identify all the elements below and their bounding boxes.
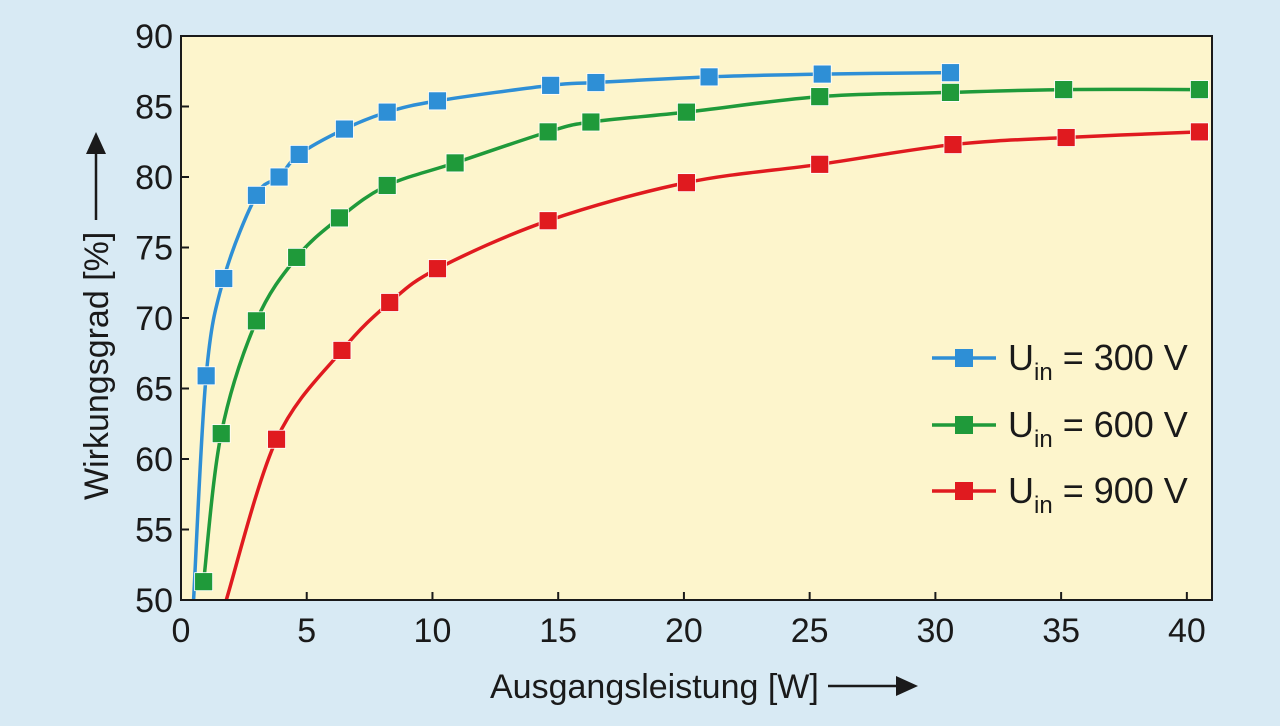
data-point (211, 424, 231, 444)
data-point (538, 211, 558, 231)
legend-marker (955, 349, 973, 367)
data-point (214, 269, 234, 288)
data-point (541, 75, 561, 95)
legend-item-0: Uin = 300 V (932, 337, 1188, 386)
series-0 (191, 63, 960, 601)
data-point (247, 185, 266, 205)
data-point (330, 208, 349, 228)
data-point (269, 167, 289, 187)
x-axis-title: Ausgangsleistung [W] (490, 668, 819, 706)
y-axis-arrow (86, 132, 106, 220)
data-point (380, 293, 400, 312)
data-point (335, 119, 354, 139)
x-tick-label: 5 (297, 612, 316, 650)
data-point (377, 176, 397, 195)
data-point (586, 73, 606, 92)
legend-item-1: Uin = 600 V (932, 404, 1188, 453)
data-point (812, 64, 832, 84)
data-point (1190, 122, 1209, 142)
data-point (377, 102, 397, 122)
axis-ticks: 0 5 10 15 20 25 30 35 40 50 55 60 65 70 75 80 85 90 (135, 18, 1206, 650)
data-point (1190, 80, 1209, 99)
data-point (428, 259, 447, 279)
x-tick-label: 20 (665, 612, 703, 650)
y-tick-label: 80 (135, 159, 173, 197)
data-point (941, 83, 960, 102)
legend-label: Uin = 600 V (1008, 404, 1188, 453)
series-1 (194, 80, 1209, 592)
x-arrow-head (896, 676, 918, 696)
y-tick-label: 65 (135, 371, 173, 409)
data-point (810, 154, 830, 174)
x-tick-label: 15 (539, 612, 577, 650)
y-tick-label: 85 (135, 89, 173, 127)
x-tick-label: 30 (916, 612, 954, 650)
y-tick-label: 50 (135, 582, 173, 620)
x-tick-label: 10 (414, 612, 452, 650)
series-2 (224, 122, 1209, 601)
data-point (289, 145, 309, 164)
legend-marker (955, 416, 973, 434)
series-line (224, 130, 1200, 601)
data-point (677, 102, 696, 122)
data-point (428, 91, 447, 111)
data-point (810, 87, 830, 107)
data-point (1056, 128, 1076, 147)
data-point (196, 366, 216, 386)
x-tick-label: 35 (1042, 612, 1080, 650)
legend-label: Uin = 900 V (1008, 470, 1188, 519)
legend: Uin = 300 V Uin = 600 V Uin = 900 V (932, 337, 1188, 519)
y-tick-label: 75 (135, 230, 173, 268)
legend-item-2: Uin = 900 V (932, 470, 1188, 519)
x-tick-label: 25 (791, 612, 829, 650)
y-tick-label: 70 (135, 300, 173, 338)
legend-label: Uin = 300 V (1008, 337, 1188, 386)
data-point (267, 429, 286, 449)
y-axis-title: Wirkungsgrad [%] (78, 232, 116, 500)
data-point (445, 153, 465, 173)
y-tick-label: 60 (135, 441, 173, 479)
data-point (677, 173, 696, 193)
data-point (194, 572, 214, 592)
data-point (941, 63, 960, 83)
data-point (581, 112, 601, 132)
data-point (287, 247, 307, 267)
y-arrow-head (86, 132, 106, 154)
x-tick-label: 40 (1168, 612, 1206, 650)
data-point (332, 341, 352, 360)
y-tick-label: 90 (135, 18, 173, 56)
y-tick-label: 55 (135, 512, 173, 550)
series-layer (191, 63, 1209, 601)
x-tick-label: 0 (172, 612, 191, 650)
data-point (1054, 80, 1074, 99)
legend-marker (955, 482, 973, 500)
data-point (247, 311, 266, 331)
x-axis-arrow (828, 676, 918, 696)
data-point (943, 135, 963, 154)
data-point (699, 67, 719, 87)
data-point (538, 122, 558, 142)
